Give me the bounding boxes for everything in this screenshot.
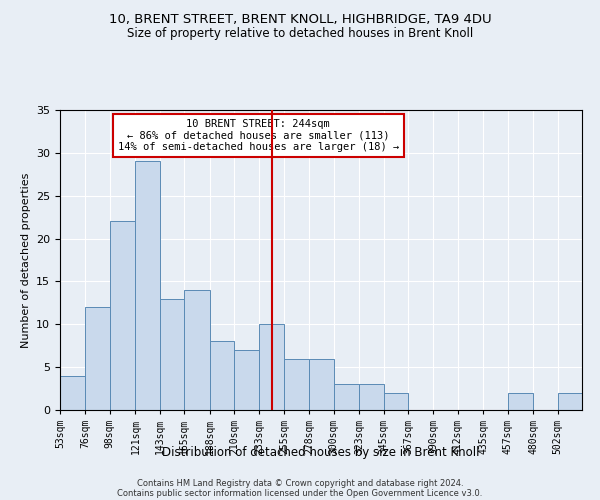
Text: Contains HM Land Registry data © Crown copyright and database right 2024.: Contains HM Land Registry data © Crown c… (137, 478, 463, 488)
Text: 10 BRENT STREET: 244sqm
← 86% of detached houses are smaller (113)
14% of semi-d: 10 BRENT STREET: 244sqm ← 86% of detache… (118, 119, 399, 152)
Text: 10, BRENT STREET, BRENT KNOLL, HIGHBRIDGE, TA9 4DU: 10, BRENT STREET, BRENT KNOLL, HIGHBRIDG… (109, 12, 491, 26)
Bar (259, 324, 284, 410)
Bar (136, 162, 160, 410)
Bar (359, 384, 383, 410)
Bar (310, 358, 334, 410)
Bar (60, 376, 85, 410)
Bar (383, 393, 408, 410)
Bar (85, 307, 110, 410)
Bar (557, 393, 582, 410)
Bar (234, 350, 259, 410)
Bar (184, 290, 209, 410)
Bar (209, 342, 234, 410)
Bar (508, 393, 533, 410)
Bar (110, 222, 136, 410)
Text: Size of property relative to detached houses in Brent Knoll: Size of property relative to detached ho… (127, 28, 473, 40)
Bar (334, 384, 359, 410)
Text: Distribution of detached houses by size in Brent Knoll: Distribution of detached houses by size … (162, 446, 480, 459)
Y-axis label: Number of detached properties: Number of detached properties (20, 172, 31, 348)
Text: Contains public sector information licensed under the Open Government Licence v3: Contains public sector information licen… (118, 488, 482, 498)
Bar (160, 298, 184, 410)
Bar (284, 358, 310, 410)
